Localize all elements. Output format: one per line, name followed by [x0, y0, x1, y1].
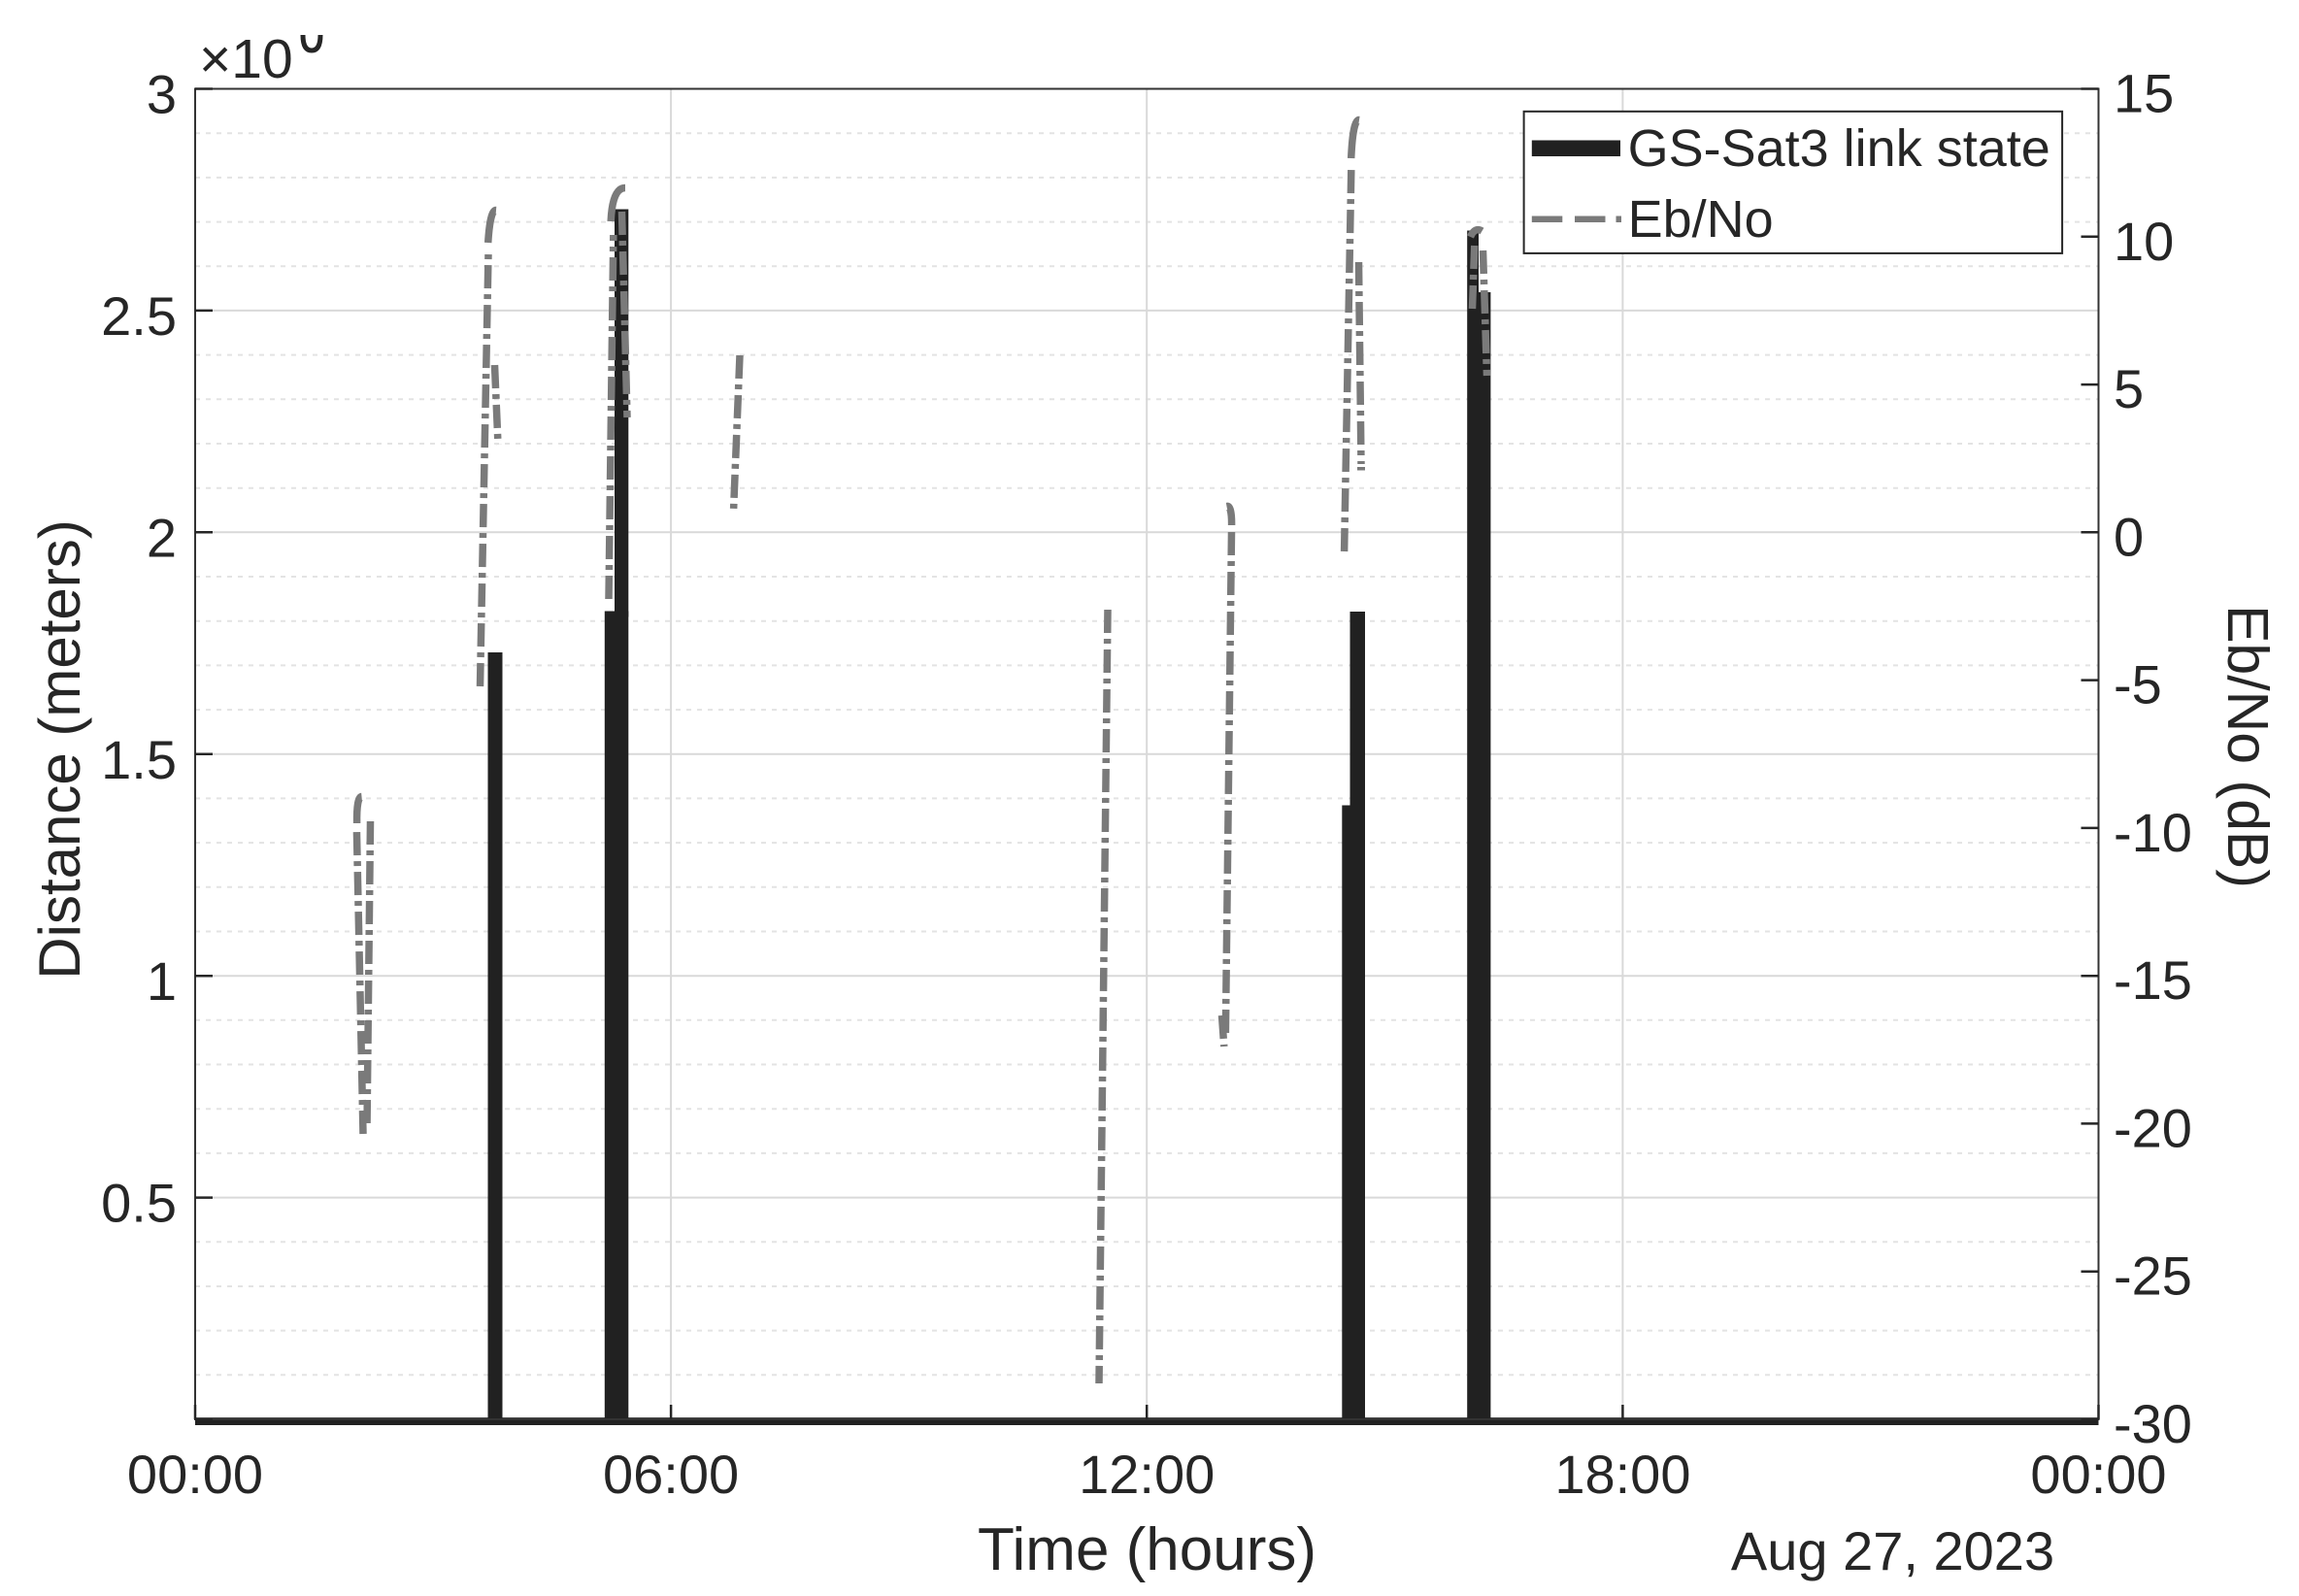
svg-text:3: 3: [147, 64, 177, 125]
svg-text:Eb/No: Eb/No: [1628, 190, 1774, 249]
svg-text:00:00: 00:00: [2030, 1444, 2166, 1505]
svg-text:GS-Sat3 link state: GS-Sat3 link state: [1628, 119, 2050, 178]
svg-text:Time (hours): Time (hours): [978, 1516, 1316, 1583]
svg-text:1.5: 1.5: [101, 729, 177, 790]
svg-text:0: 0: [2114, 506, 2144, 567]
svg-text:06:00: 06:00: [603, 1444, 739, 1505]
svg-text:15: 15: [2114, 63, 2174, 124]
svg-text:×10: ×10: [199, 28, 293, 90]
svg-text:Aug 27, 2023: Aug 27, 2023: [1731, 1520, 2054, 1581]
svg-text:5: 5: [2114, 358, 2144, 419]
svg-text:-20: -20: [2114, 1097, 2192, 1158]
svg-text:2.5: 2.5: [101, 285, 177, 347]
svg-text:00:00: 00:00: [127, 1444, 263, 1505]
svg-text:-10: -10: [2114, 802, 2192, 863]
svg-text:-15: -15: [2114, 949, 2192, 1011]
svg-text:-30: -30: [2114, 1393, 2192, 1454]
svg-text:0.5: 0.5: [101, 1173, 177, 1234]
svg-text:Distance (meters): Distance (meters): [27, 519, 92, 979]
svg-text:1: 1: [147, 950, 177, 1012]
svg-text:2: 2: [147, 507, 177, 568]
svg-text:18:00: 18:00: [1554, 1444, 1690, 1505]
svg-text:-25: -25: [2114, 1246, 2192, 1307]
svg-text:10: 10: [2114, 211, 2174, 272]
svg-text:-5: -5: [2114, 654, 2162, 715]
svg-text:12:00: 12:00: [1079, 1444, 1215, 1505]
svg-text:Eb/No (dB): Eb/No (dB): [2216, 605, 2280, 888]
